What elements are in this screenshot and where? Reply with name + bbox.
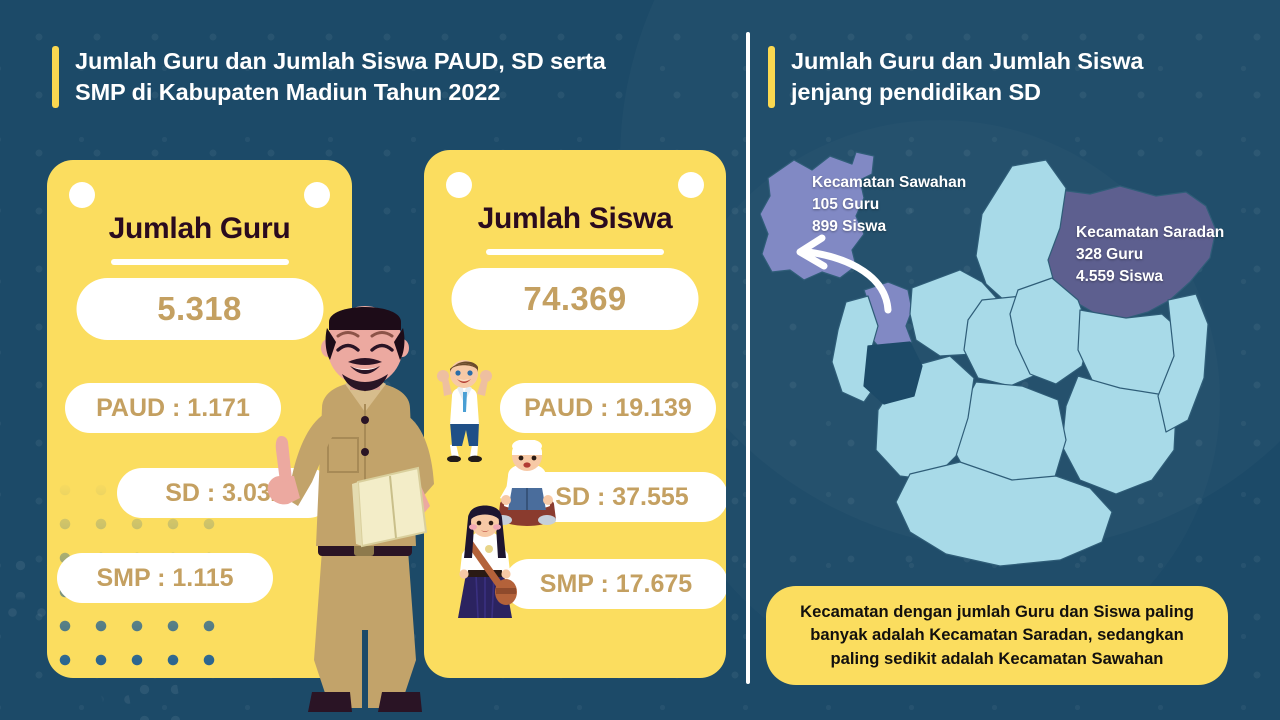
title-accent-bar bbox=[768, 46, 775, 109]
total-siswa-value: 74.369 bbox=[451, 268, 699, 330]
guru-paud-pill: PAUD : 1.171 bbox=[65, 383, 281, 433]
map-region-east-strip bbox=[1157, 293, 1209, 433]
map-region-enclave bbox=[863, 341, 923, 405]
punch-hole-right-icon bbox=[678, 172, 704, 198]
map-region-far-south bbox=[895, 461, 1113, 567]
siswa-smp-pill: SMP : 17.675 bbox=[504, 559, 726, 609]
card-heading-siswa: Jumlah Siswa bbox=[477, 202, 673, 235]
punch-hole-right-icon bbox=[304, 182, 330, 208]
right-panel-title-text: Jumlah Guru dan Jumlah Siswa jenjang pen… bbox=[791, 48, 1144, 106]
guru-sd-pill: SD : 3.032 bbox=[117, 468, 333, 518]
card-heading-underline bbox=[486, 249, 664, 255]
punch-hole-left-icon bbox=[69, 182, 95, 208]
map-svg bbox=[760, 151, 1217, 567]
map-caption-box: Kecamatan dengan jumlah Guru dan Siswa p… bbox=[766, 586, 1228, 686]
left-panel-title: Jumlah Guru dan Jumlah Siswa PAUD, SD se… bbox=[52, 46, 712, 109]
map-region-north bbox=[975, 159, 1067, 309]
siswa-sd-pill: SD : 37.555 bbox=[516, 472, 726, 522]
left-panel-title-text: Jumlah Guru dan Jumlah Siswa PAUD, SD se… bbox=[75, 48, 606, 106]
total-guru-value: 5.318 bbox=[76, 278, 323, 340]
panel-divider bbox=[746, 32, 750, 684]
guru-smp-pill: SMP : 1.115 bbox=[57, 553, 273, 603]
map-label-sawahan: Kecamatan Sawahan 105 Guru 899 Siswa bbox=[812, 174, 967, 235]
stat-card-jumlah-guru: Jumlah Guru 5.318 PAUD : 1.171 SD : 3.03… bbox=[47, 160, 352, 678]
map-region-central-east bbox=[1009, 277, 1091, 385]
kabupaten-madiun-map[interactable] bbox=[760, 150, 1250, 580]
title-accent-bar bbox=[52, 46, 59, 109]
map-arrow-to-sawahan bbox=[796, 234, 892, 314]
punch-hole-left-icon bbox=[446, 172, 472, 198]
stat-card-jumlah-siswa: Jumlah Siswa 74.369 PAUD : 19.139 SD : 3… bbox=[424, 150, 726, 678]
right-panel-title: Jumlah Guru dan Jumlah Siswa jenjang pen… bbox=[768, 46, 1228, 109]
card-heading-guru: Jumlah Guru bbox=[108, 212, 291, 245]
map-region-sawahan-inset bbox=[760, 151, 875, 281]
map-label-saradan: Kecamatan Saradan 328 Guru 4.559 Siswa bbox=[1076, 224, 1225, 285]
card-heading-underline bbox=[110, 259, 289, 265]
siswa-paud-pill: PAUD : 19.139 bbox=[500, 383, 716, 433]
